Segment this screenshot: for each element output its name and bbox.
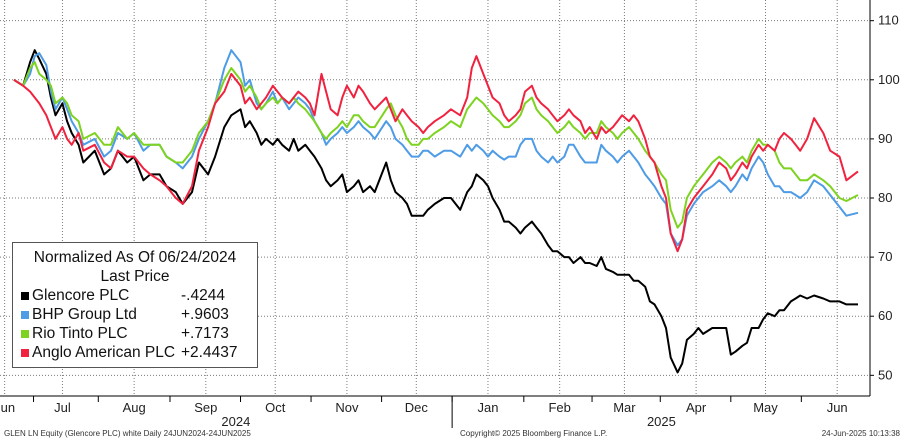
x-tick-label: Dec (405, 400, 429, 415)
series-lines (13, 49, 859, 374)
legend-row-glencore: Glencore PLC -.4244 (21, 286, 249, 305)
series-line-anglo-american-plc (13, 55, 859, 253)
x-tick-label: Oct (265, 400, 286, 415)
legend-swatch-glencore (21, 291, 29, 300)
y-tick-label: 110 (878, 13, 899, 28)
year-label: 2025 (647, 414, 676, 429)
legend-row-anglo: Anglo American PLC +2.4437 (21, 343, 249, 362)
legend-value-rio: +.7173 (181, 325, 229, 342)
legend-subtitle: Last Price (100, 268, 170, 285)
x-tick-label: Aug (123, 400, 146, 415)
legend-box: Normalized As Of 06/24/2024 Last Price G… (12, 242, 258, 368)
series-line-rio-tinto-plc (13, 61, 859, 229)
footer: GLEN LN Equity (Glencore PLC) white Dail… (4, 429, 901, 438)
y-axis-ticks: 50 60 70 80 90 100 110 (870, 13, 900, 382)
y-tick-label: 50 (878, 367, 892, 382)
legend-value-anglo: +2.4437 (181, 344, 238, 361)
x-tick-label: Sep (194, 400, 217, 415)
footer-left-text: GLEN LN Equity (Glencore PLC) white Dail… (4, 429, 251, 438)
x-tick-label: Nov (335, 400, 359, 415)
x-tick-label: Jun (0, 400, 15, 415)
x-axis-ticks: Jun Jul Aug Sep Oct Nov Dec Jan Feb Mar Apr May Jun 2… (0, 396, 848, 429)
x-tick-label: Jun (827, 400, 848, 415)
series-line-glencore-plc (13, 49, 858, 374)
legend-value-bhp: +.9603 (181, 306, 229, 323)
legend-title: Normalized As Of 06/24/2024 (33, 249, 237, 266)
x-tick-label: Apr (686, 400, 707, 415)
legend-label-glencore: Glencore PLC (32, 287, 130, 304)
x-tick-label: Feb (548, 400, 570, 415)
legend-value-glencore: -.4244 (181, 287, 225, 304)
x-tick-label: Mar (613, 400, 636, 415)
x-tick-label: Jan (477, 400, 498, 415)
grid-lines (0, 0, 870, 396)
y-tick-label: 70 (878, 249, 892, 264)
legend-row-rio: Rio Tinto PLC +.7173 (21, 324, 249, 343)
legend-swatch-rio (21, 329, 29, 338)
legend-swatch-bhp (21, 310, 29, 319)
legend-label-anglo: Anglo American PLC (32, 344, 176, 361)
legend-row-bhp: BHP Group Ltd +.9603 (21, 305, 249, 324)
y-tick-label: 90 (878, 131, 892, 146)
y-tick-label: 60 (878, 308, 892, 323)
footer-right-text: 24-Jun-2025 10:13:38 (822, 429, 901, 438)
y-tick-label: 100 (878, 72, 900, 87)
legend-label-bhp: BHP Group Ltd (32, 306, 137, 323)
legend-label-rio: Rio Tinto PLC (32, 325, 128, 342)
y-tick-label: 80 (878, 190, 892, 205)
x-tick-label: Jul (54, 400, 71, 415)
footer-center-text: Copyright© 2025 Bloomberg Finance L.P. (460, 429, 607, 438)
year-label: 2024 (221, 414, 250, 429)
legend-swatch-anglo (21, 348, 29, 357)
x-tick-label: May (753, 400, 778, 415)
